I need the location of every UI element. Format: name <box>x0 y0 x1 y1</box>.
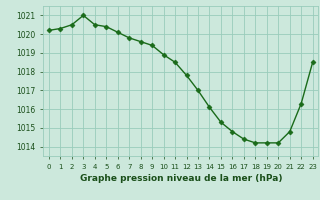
X-axis label: Graphe pression niveau de la mer (hPa): Graphe pression niveau de la mer (hPa) <box>80 174 282 183</box>
